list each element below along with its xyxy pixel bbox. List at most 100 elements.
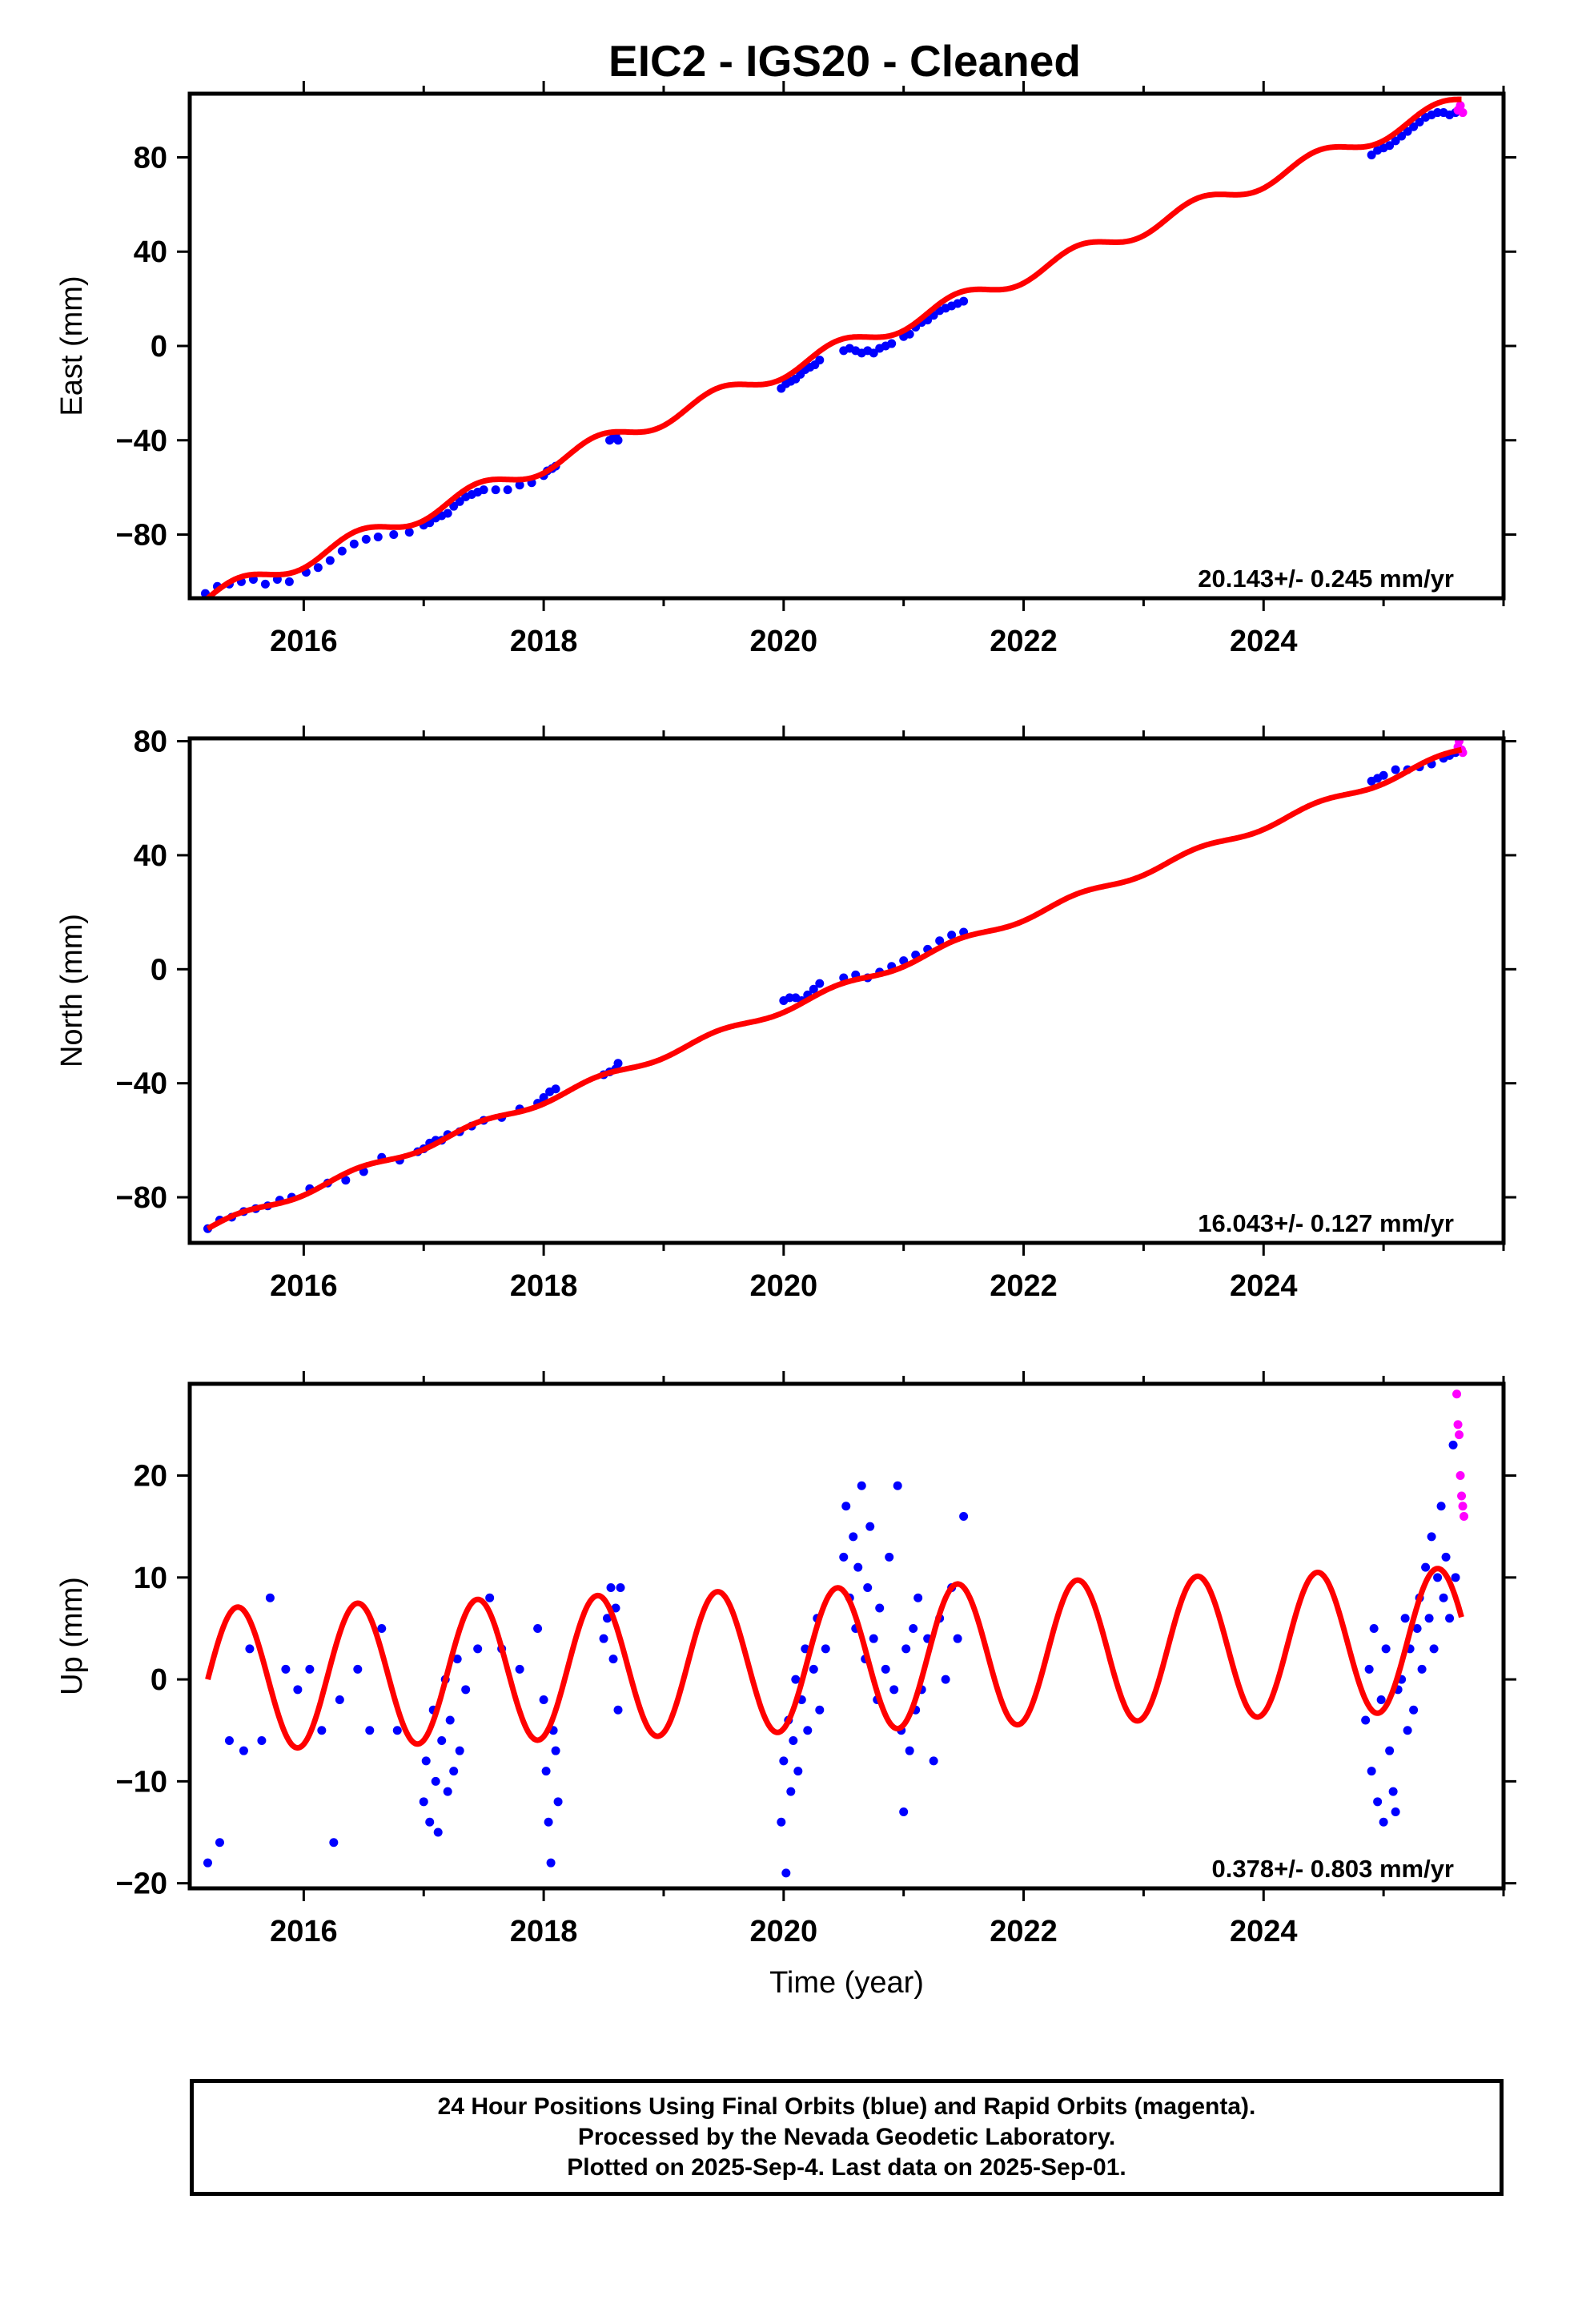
plot-frame (187, 91, 1506, 601)
final-orbit-point (935, 936, 945, 946)
final-orbit-point (224, 1735, 234, 1745)
footer-line-processed: Processed by the Nevada Geodetic Laborat… (577, 2124, 1116, 2150)
final-orbit-point (551, 1084, 560, 1094)
final-orbit-point (1448, 1440, 1458, 1449)
rapid-orbit-point (1456, 1471, 1465, 1481)
final-orbit-point (1388, 1787, 1398, 1796)
y-tick-label: 40 (134, 235, 167, 269)
y-axis-label: North (mm) (55, 914, 89, 1068)
y-tick-label: 0 (151, 953, 167, 987)
final-orbit-point (325, 556, 335, 565)
final-orbit-point (839, 1552, 849, 1562)
final-orbit-point (1409, 1705, 1419, 1715)
final-orbit-point (1381, 1644, 1391, 1654)
rapid-orbit-point (1453, 1420, 1463, 1429)
final-orbit-point (613, 1705, 623, 1715)
final-orbit-point (1436, 1502, 1446, 1511)
final-orbit-point (425, 1817, 435, 1827)
final-orbit-point (786, 1787, 796, 1796)
chart-panel-up: 2016 2018 2020 2022 2024 −20 −10 0 10 20 Up (mm) Ti… (55, 1371, 1516, 2000)
final-orbit-point (305, 1664, 315, 1674)
final-orbit-point (1429, 1644, 1439, 1654)
x-tick-label: 2020 (750, 1269, 818, 1303)
final-orbit-point (551, 1746, 560, 1755)
rapid-orbit-point (1458, 1502, 1468, 1511)
y-tick-label: 10 (134, 1562, 167, 1595)
final-orbit-point (445, 1715, 455, 1725)
model-curve (206, 746, 1464, 1232)
final-orbit-point (815, 1705, 825, 1715)
y-tick-label: −40 (116, 1068, 167, 1101)
final-orbit-point (335, 1695, 344, 1705)
final-orbit-points (203, 1440, 1460, 1878)
final-orbit-point (947, 931, 957, 940)
final-orbit-point (841, 1502, 851, 1511)
final-orbit-point (539, 1695, 548, 1705)
rapid-orbit-point (1452, 1389, 1462, 1399)
final-orbit-point (544, 1817, 553, 1827)
final-orbit-point (553, 1797, 563, 1807)
final-orbit-point (865, 1522, 875, 1531)
final-orbit-point (1439, 1593, 1448, 1602)
final-orbit-point (503, 485, 512, 495)
final-orbit-point (1451, 1573, 1460, 1582)
x-tick-label: 2022 (990, 625, 1058, 658)
final-orbit-point (777, 1817, 786, 1827)
final-orbit-point (443, 509, 452, 518)
final-orbit-point (215, 1838, 224, 1848)
final-orbit-point (389, 530, 399, 540)
y-tick-label: −20 (116, 1868, 167, 1901)
y-tick-label: 0 (151, 330, 167, 364)
final-orbit-point (941, 1675, 950, 1684)
final-orbit-point (515, 1664, 524, 1674)
y-tick-label: −10 (116, 1765, 167, 1799)
rapid-orbit-point (1458, 108, 1468, 118)
x-tick-label: 2016 (270, 625, 338, 658)
rapid-orbit-point (1460, 1511, 1469, 1521)
final-orbit-point (815, 979, 825, 988)
y-tick-label: 20 (134, 1460, 167, 1494)
final-orbit-point (1369, 1623, 1379, 1633)
final-orbit-point (260, 579, 270, 589)
final-orbit-point (959, 1511, 969, 1521)
final-orbit-point (541, 1767, 551, 1776)
final-orbit-point (616, 1583, 625, 1593)
model-curve (206, 96, 1464, 598)
final-orbit-point (809, 984, 818, 994)
x-tick-label: 2022 (990, 1269, 1058, 1303)
x-tick-label: 2024 (1230, 625, 1298, 658)
final-orbit-point (353, 1664, 363, 1674)
final-orbit-point (452, 1655, 462, 1664)
final-orbit-point (603, 1614, 612, 1623)
final-orbit-point (265, 1593, 275, 1602)
final-orbit-point (857, 1481, 866, 1490)
y-tick-label: 40 (134, 839, 167, 873)
y-tick-label: −80 (116, 519, 167, 553)
final-orbit-point (203, 1858, 212, 1868)
final-orbit-point (515, 480, 524, 490)
final-orbit-point (1367, 151, 1376, 160)
final-orbit-point (377, 1623, 387, 1633)
final-orbit-point (341, 1176, 351, 1185)
final-orbit-point (909, 1623, 918, 1633)
rate-label: 0.378+/- 0.803 mm/yr (1212, 1855, 1454, 1883)
plot-frame (187, 736, 1506, 1245)
final-orbit-point (373, 532, 383, 541)
final-orbit-point (881, 1664, 890, 1674)
final-orbit-point (905, 1746, 914, 1755)
final-orbit-point (789, 1735, 798, 1745)
final-orbit-point (1391, 136, 1400, 146)
final-orbit-point (431, 1776, 440, 1786)
final-orbit-point (349, 539, 359, 549)
final-orbit-point (849, 1532, 858, 1542)
final-orbit-point (608, 1655, 618, 1664)
final-orbit-point (421, 1756, 431, 1766)
rapid-orbit-points (1452, 1389, 1469, 1521)
final-orbit-point (443, 1787, 452, 1796)
y-tick-label: 80 (134, 141, 167, 175)
final-orbit-point (1427, 1532, 1436, 1542)
final-orbit-point (1445, 1614, 1455, 1623)
final-orbit-point (611, 1603, 620, 1613)
final-orbit-point (815, 356, 825, 365)
final-orbit-point (1361, 1715, 1371, 1725)
